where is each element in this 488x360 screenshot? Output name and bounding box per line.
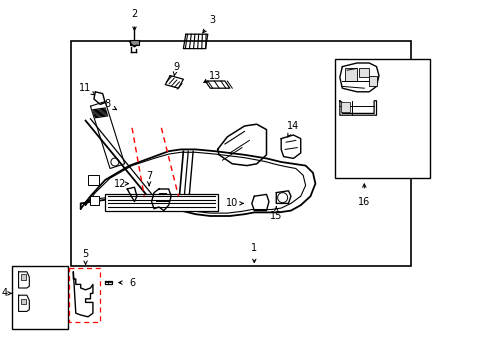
Bar xyxy=(129,40,139,45)
Text: 5: 5 xyxy=(82,249,88,259)
Bar xyxy=(20,299,26,304)
Text: 2: 2 xyxy=(131,9,137,19)
Text: 9: 9 xyxy=(173,62,179,72)
Bar xyxy=(12,266,68,329)
Bar xyxy=(90,196,99,205)
Bar xyxy=(88,175,99,185)
Text: 3: 3 xyxy=(209,15,215,25)
Text: 6: 6 xyxy=(129,278,135,288)
Text: 16: 16 xyxy=(357,197,370,207)
Bar xyxy=(368,76,376,86)
Bar xyxy=(20,274,26,280)
Text: 1: 1 xyxy=(251,243,257,253)
Text: 7: 7 xyxy=(146,171,152,181)
Text: 11: 11 xyxy=(79,83,92,93)
Bar xyxy=(71,41,410,266)
Bar xyxy=(341,102,349,112)
Text: 13: 13 xyxy=(208,71,221,81)
Text: 15: 15 xyxy=(269,211,282,221)
Bar xyxy=(105,194,217,211)
Text: 12: 12 xyxy=(113,179,126,189)
Text: 4: 4 xyxy=(2,288,8,298)
Text: 14: 14 xyxy=(286,121,299,131)
Text: 8: 8 xyxy=(104,99,110,109)
Text: 10: 10 xyxy=(225,198,238,208)
Bar xyxy=(344,68,356,81)
Bar xyxy=(359,68,368,77)
Bar xyxy=(334,59,429,178)
